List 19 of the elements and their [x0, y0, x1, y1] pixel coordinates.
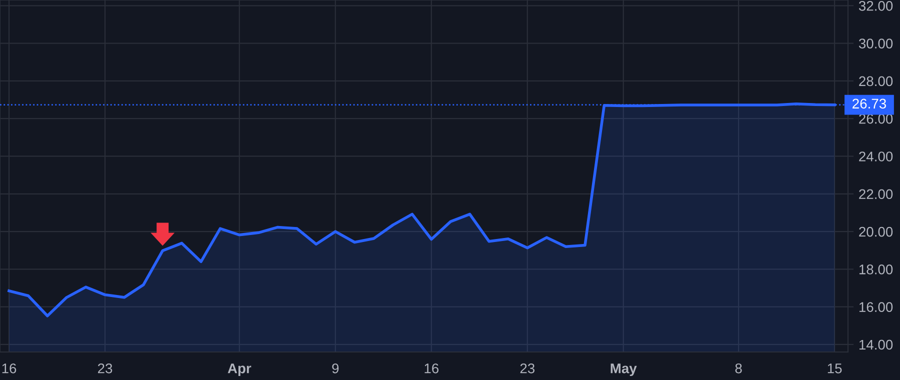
y-tick-label: 16.00	[859, 302, 893, 312]
x-tick-label: 15	[828, 364, 842, 374]
x-tick-label: 23	[520, 363, 534, 374]
ref-line-label: 26.73	[852, 98, 886, 109]
y-tick-label: 18.00	[859, 264, 893, 274]
y-tick-label: 24.00	[859, 152, 893, 162]
x-tick-label: 9	[332, 363, 339, 374]
x-tick-label: 16	[2, 363, 16, 374]
x-tick-label: 16	[424, 363, 439, 374]
x-tick-label: May	[610, 364, 637, 376]
x-tick-label: 23	[98, 363, 112, 374]
y-tick-label: 30.00	[858, 38, 893, 48]
y-tick-label: 14.00	[859, 340, 893, 350]
y-tick-label: 20.00	[859, 226, 893, 237]
x-tick-label: 8	[735, 363, 742, 374]
y-tick-label: 22.00	[859, 189, 893, 200]
x-tick-label: Apr	[228, 364, 252, 376]
y-tick-label: 28.00	[859, 76, 893, 86]
y-tick-label: 32.00	[858, 0, 893, 11]
